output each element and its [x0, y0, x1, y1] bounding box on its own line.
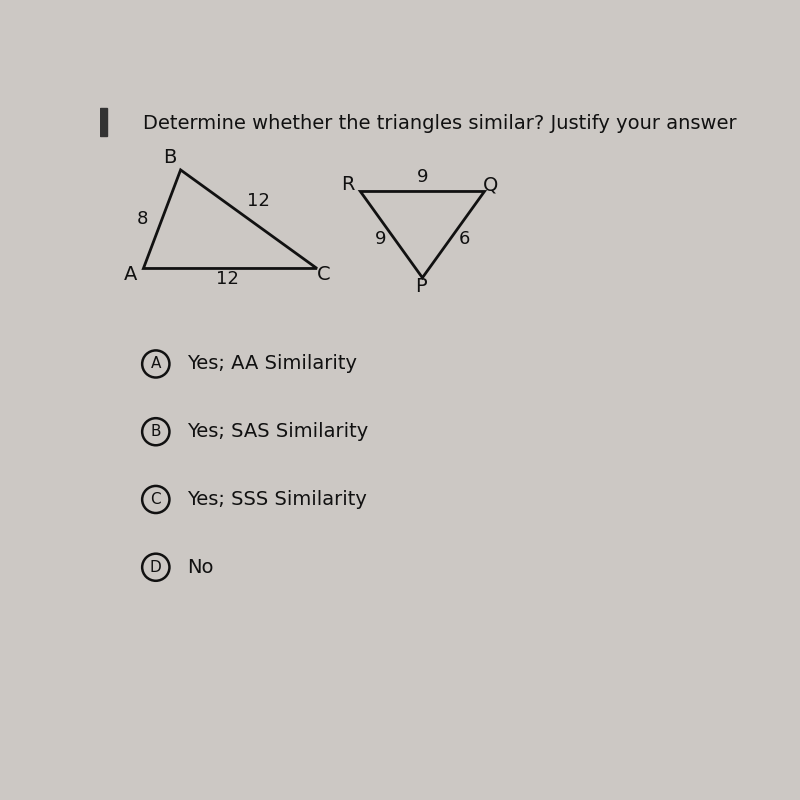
Text: Yes; SSS Similarity: Yes; SSS Similarity — [187, 490, 366, 509]
Text: 9: 9 — [417, 168, 428, 186]
Text: No: No — [187, 558, 214, 577]
Text: Q: Q — [483, 175, 498, 194]
Text: 6: 6 — [459, 230, 470, 248]
Text: B: B — [150, 424, 161, 439]
Text: Determine whether the triangles similar? Justify your answer: Determine whether the triangles similar?… — [143, 114, 737, 134]
Text: B: B — [162, 148, 176, 167]
Text: 8: 8 — [137, 210, 148, 228]
Bar — [100, 108, 107, 136]
Text: C: C — [316, 265, 330, 284]
Text: A: A — [150, 357, 161, 371]
Text: R: R — [342, 175, 354, 194]
Text: Yes; SAS Similarity: Yes; SAS Similarity — [187, 422, 368, 442]
Text: A: A — [124, 265, 138, 284]
Text: 9: 9 — [374, 230, 386, 248]
Text: P: P — [415, 278, 427, 297]
Text: Yes; AA Similarity: Yes; AA Similarity — [187, 354, 357, 374]
Text: D: D — [150, 560, 162, 574]
Text: 12: 12 — [246, 192, 270, 210]
Text: 12: 12 — [216, 270, 238, 288]
Text: C: C — [150, 492, 161, 507]
